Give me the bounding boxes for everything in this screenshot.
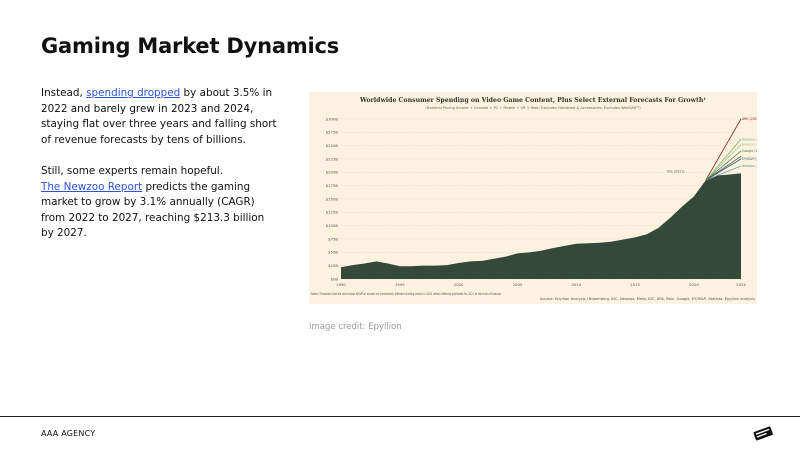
y-tick-label: $150B — [326, 196, 339, 201]
paragraph-2-rest: predicts the gaming market to grow by 3.… — [41, 180, 265, 240]
x-tick-label: 2010 — [571, 282, 581, 287]
y-tick-label: $50B — [328, 250, 338, 255]
forecast-label: Newzoo (2022) — [742, 143, 757, 147]
chart-image: Worldwide Consumer Spending on Video Gam… — [309, 92, 757, 304]
x-tick-label: 2020 — [689, 282, 699, 287]
spending-dropped-link[interactable]: spending dropped — [86, 87, 181, 99]
forecast-label: IDC (2021) — [667, 169, 684, 173]
page-title: Gaming Market Dynamics — [41, 34, 340, 58]
paragraph-1: Instead, spending dropped by about 3.5% … — [41, 86, 277, 148]
newzoo-report-link[interactable]: The Newzoo Report — [41, 180, 143, 193]
forecast-line — [705, 150, 742, 181]
x-tick-label: 1995 — [395, 282, 405, 287]
y-tick-label: $250B — [326, 143, 339, 148]
y-tick-label: $275B — [326, 130, 339, 135]
y-tick-label: $0B — [331, 276, 339, 281]
forecast-label: Newzoo (2021) — [742, 137, 757, 141]
paragraph-2-lead: Still, some experts remain hopeful. — [41, 164, 223, 177]
forecast-label: Newzoo (2023) — [742, 164, 757, 168]
agency-logo-icon — [753, 426, 773, 441]
chart-subtitle: (Nominal Pricing Arcade + Console + PC +… — [425, 106, 641, 110]
y-tick-label: $125B — [326, 210, 339, 215]
forecast-line — [705, 156, 742, 181]
paragraph-1-rest: by about 3.5% in 2022 and barely grew in… — [41, 87, 277, 146]
agency-name: AAA AGENCY — [41, 429, 96, 438]
forecast-label: ARK (2022) — [742, 117, 757, 121]
y-tick-label: $300B — [326, 116, 339, 121]
chart-title: Worldwide Consumer Spending on Video Gam… — [359, 97, 706, 104]
footer-divider — [0, 416, 800, 417]
x-tick-label: 2024 — [736, 282, 746, 287]
forecast-line — [705, 118, 742, 181]
body-text: Instead, spending dropped by about 3.5% … — [41, 86, 277, 258]
y-tick-label: $200B — [326, 170, 339, 175]
chart-sources: Source: Epyllion Analysis / Bloomberg, I… — [540, 297, 755, 301]
image-credit: Image credit: Epyllion — [309, 322, 402, 332]
paragraph-1-lead: Instead, — [41, 87, 87, 99]
forecast-label: EY/IS&P (2022) — [742, 157, 757, 161]
y-tick-label: $75B — [328, 236, 338, 241]
y-tick-label: $100B — [326, 223, 339, 228]
forecast-line — [705, 144, 742, 181]
y-tick-label: $175B — [326, 183, 339, 188]
x-tick-label: 2005 — [513, 282, 523, 287]
forecast-line — [705, 165, 742, 181]
x-tick-label: 2015 — [630, 282, 640, 287]
spending-area — [341, 173, 741, 279]
forecast-line — [705, 139, 742, 181]
x-tick-label: 2000 — [454, 282, 464, 287]
x-tick-label: 1990 — [336, 282, 346, 287]
forecast-label: Google (2021) — [742, 149, 757, 153]
y-tick-label: $25B — [328, 263, 338, 268]
paragraph-2: Still, some experts remain hopeful. The N… — [41, 164, 277, 242]
chart-svg: Worldwide Consumer Spending on Video Gam… — [311, 97, 757, 301]
chart-notes: Notes: ¹Forecasts that did not include A… — [311, 292, 502, 296]
y-tick-label: $225B — [326, 156, 339, 161]
